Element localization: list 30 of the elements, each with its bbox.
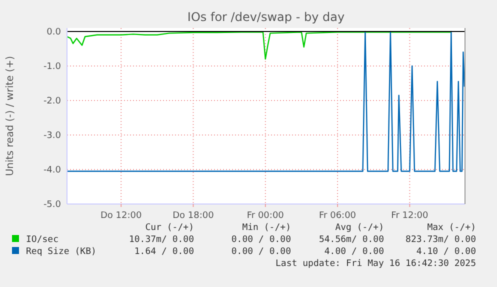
text: Cur (-/+) [145, 223, 194, 233]
y-tick-label: -2.0 [43, 96, 62, 106]
x-tick-label: Fr 00:00 [246, 211, 284, 221]
chart-title: IOs for /dev/swap - by day [187, 10, 345, 24]
line-series [66, 30, 465, 172]
x-tick-label: Fr 06:00 [319, 211, 356, 221]
y-tick-label: -3.0 [43, 130, 62, 141]
line-series [66, 32, 452, 60]
y-tick-label: -1.0 [43, 62, 62, 72]
text: 54.56m/ 0.00 [318, 235, 384, 245]
text: Min (-/+) [242, 223, 291, 233]
text: Avg (-/+) [335, 223, 384, 233]
text: Last update: Fri May 16 16:42:30 2025 [276, 259, 476, 269]
text: 4.00 / 0.00 [324, 247, 384, 257]
x-tick-label: Do 18:00 [172, 211, 214, 221]
legend-label: Req Size (KB) [26, 247, 96, 257]
x-tick-label: Do 12:00 [100, 211, 142, 221]
text: 0.00 / 0.00 [231, 247, 291, 257]
y-tick-label: 0.0 [46, 27, 62, 38]
text: 4.10 / 0.00 [416, 247, 476, 257]
text: 10.37m/ 0.00 [128, 235, 194, 245]
legend-label: IO/sec [26, 235, 59, 245]
text: Max (-/+) [427, 223, 476, 233]
y-axis-title: Units read (-) / write (+) [5, 56, 16, 176]
text: 0.00 / 0.00 [231, 235, 291, 245]
text: 1.64 / 0.00 [134, 247, 194, 257]
x-tick-label: Fr 12:00 [391, 211, 428, 221]
text: 823.73m/ 0.00 [406, 235, 476, 245]
y-tick-label: -4.0 [43, 165, 62, 176]
y-tick-label: -5.0 [43, 200, 62, 210]
